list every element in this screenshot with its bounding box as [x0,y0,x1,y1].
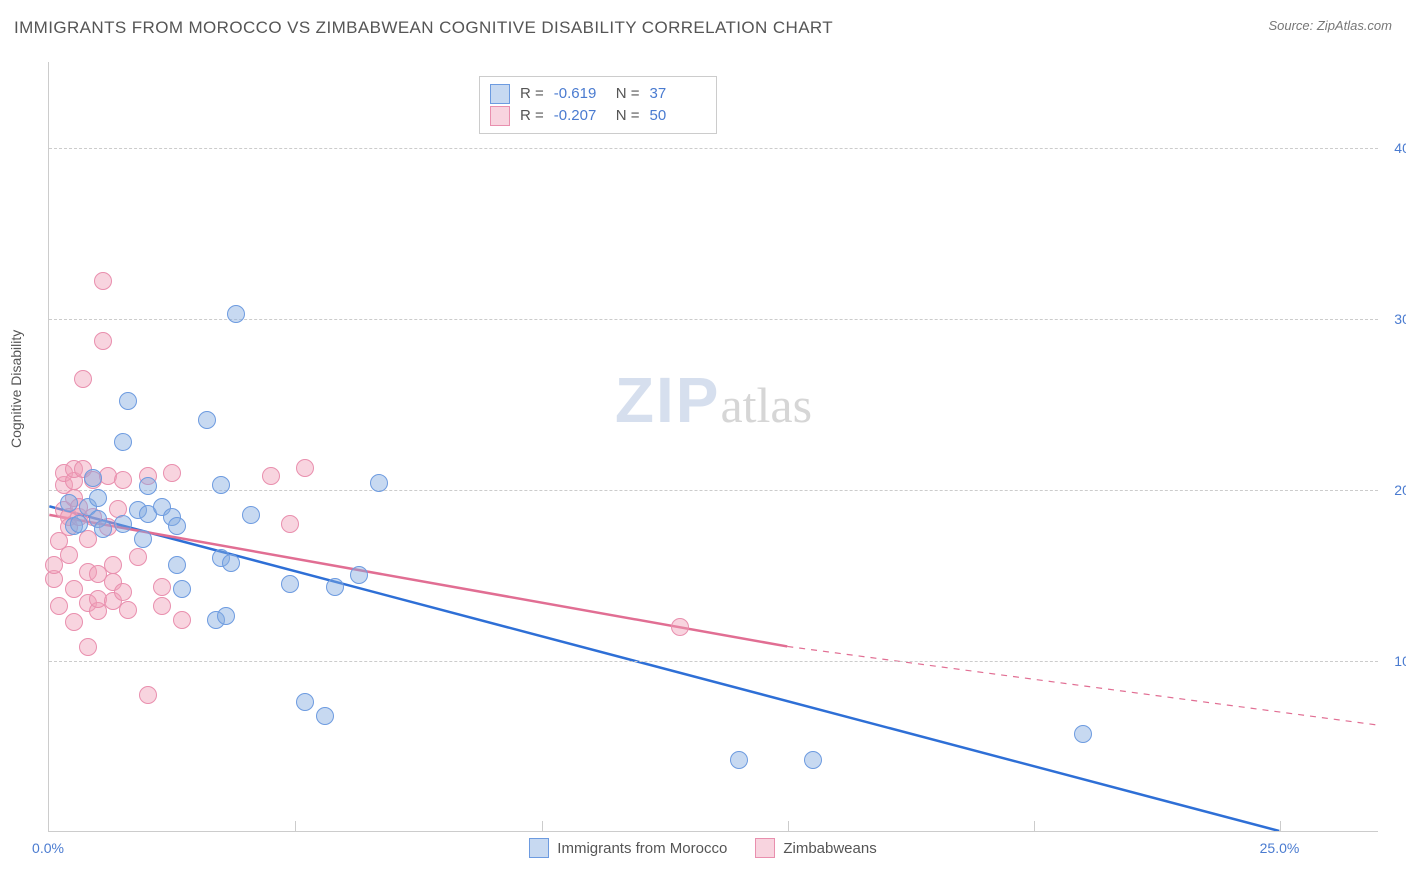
scatter-point-morocco [370,474,388,492]
scatter-point-morocco [168,556,186,574]
r-value: -0.207 [554,105,606,127]
source-value: ZipAtlas.com [1317,18,1392,33]
scatter-point-morocco [222,554,240,572]
scatter-point-morocco [114,515,132,533]
scatter-point-zimbabwe [94,272,112,290]
chart-header: IMMIGRANTS FROM MOROCCO VS ZIMBABWEAN CO… [14,18,1392,46]
watermark: ZIPatlas [615,363,812,437]
scatter-point-morocco [350,566,368,584]
scatter-point-morocco [173,580,191,598]
series-legend-item-morocco: Immigrants from Morocco [529,838,727,858]
n-value: 50 [650,105,702,127]
x-tick [788,821,789,831]
scatter-point-zimbabwe [296,459,314,477]
x-tick [1280,821,1281,831]
scatter-point-zimbabwe [129,548,147,566]
series-name: Immigrants from Morocco [557,840,727,857]
stats-legend: R = -0.619 N = 37 R = -0.207 N = 50 [479,76,717,134]
r-label: R = [520,105,544,127]
chart-area: Cognitive Disability ZIPatlas R = -0.619 N… [0,48,1406,892]
scatter-point-zimbabwe [281,515,299,533]
legend-swatch [490,106,510,126]
scatter-point-morocco [94,520,112,538]
trend-lines-layer [49,62,1378,831]
series-legend-item-zimbabwe: Zimbabweans [755,838,876,858]
series-name: Zimbabweans [783,840,876,857]
scatter-point-zimbabwe [153,578,171,596]
scatter-point-zimbabwe [60,546,78,564]
scatter-point-morocco [119,392,137,410]
n-label: N = [616,83,640,105]
scatter-point-morocco [198,411,216,429]
scatter-point-morocco [281,575,299,593]
y-tick-label: 10.0% [1384,653,1406,669]
scatter-point-morocco [730,751,748,769]
legend-swatch [755,838,775,858]
x-tick [295,821,296,831]
watermark-atlas: atlas [720,377,812,433]
scatter-point-morocco [114,433,132,451]
scatter-point-morocco [89,489,107,507]
scatter-point-zimbabwe [173,611,191,629]
x-tick [542,821,543,831]
gridline-h [49,661,1378,662]
scatter-point-zimbabwe [104,556,122,574]
y-tick-label: 20.0% [1384,482,1406,498]
source-label: Source: [1268,18,1316,33]
scatter-point-morocco [316,707,334,725]
source-credit: Source: ZipAtlas.com [1268,18,1392,33]
scatter-point-zimbabwe [139,686,157,704]
gridline-h [49,490,1378,491]
scatter-point-zimbabwe [114,471,132,489]
scatter-point-zimbabwe [671,618,689,636]
scatter-point-morocco [326,578,344,596]
scatter-point-zimbabwe [50,597,68,615]
scatter-point-zimbabwe [65,580,83,598]
scatter-point-morocco [804,751,822,769]
x-tick [1034,821,1035,831]
scatter-point-morocco [168,517,186,535]
scatter-point-morocco [134,530,152,548]
scatter-point-morocco [70,515,88,533]
scatter-point-zimbabwe [94,332,112,350]
scatter-point-zimbabwe [262,467,280,485]
n-value: 37 [650,83,702,105]
scatter-point-morocco [217,607,235,625]
scatter-point-zimbabwe [65,613,83,631]
gridline-h [49,148,1378,149]
scatter-point-zimbabwe [163,464,181,482]
scatter-point-morocco [212,476,230,494]
legend-swatch [490,84,510,104]
r-label: R = [520,83,544,105]
scatter-point-morocco [242,506,260,524]
y-tick-label: 30.0% [1384,311,1406,327]
scatter-point-zimbabwe [119,601,137,619]
scatter-point-morocco [60,494,78,512]
watermark-zip: ZIP [615,364,721,436]
chart-title: IMMIGRANTS FROM MOROCCO VS ZIMBABWEAN CO… [14,18,833,37]
stats-legend-row-morocco: R = -0.619 N = 37 [490,83,702,105]
x-tick-label: 25.0% [1260,840,1300,856]
scatter-point-morocco [84,469,102,487]
gridline-h [49,319,1378,320]
scatter-point-morocco [227,305,245,323]
scatter-point-morocco [296,693,314,711]
y-tick-label: 40.0% [1384,140,1406,156]
x-tick-label: 0.0% [32,840,64,856]
scatter-point-zimbabwe [79,638,97,656]
legend-swatch [529,838,549,858]
plot-region: ZIPatlas R =-0.619N =37R =-0.207N =50 10… [48,62,1378,832]
stats-legend-row-zimbabwe: R = -0.207 N = 50 [490,105,702,127]
scatter-point-morocco [139,477,157,495]
y-axis-label: Cognitive Disability [8,330,24,448]
r-value: -0.619 [554,83,606,105]
scatter-point-zimbabwe [74,370,92,388]
scatter-point-zimbabwe [114,583,132,601]
scatter-point-morocco [1074,725,1092,743]
n-label: N = [616,105,640,127]
series-legend: Immigrants from Morocco Zimbabweans [0,838,1406,862]
scatter-point-zimbabwe [153,597,171,615]
